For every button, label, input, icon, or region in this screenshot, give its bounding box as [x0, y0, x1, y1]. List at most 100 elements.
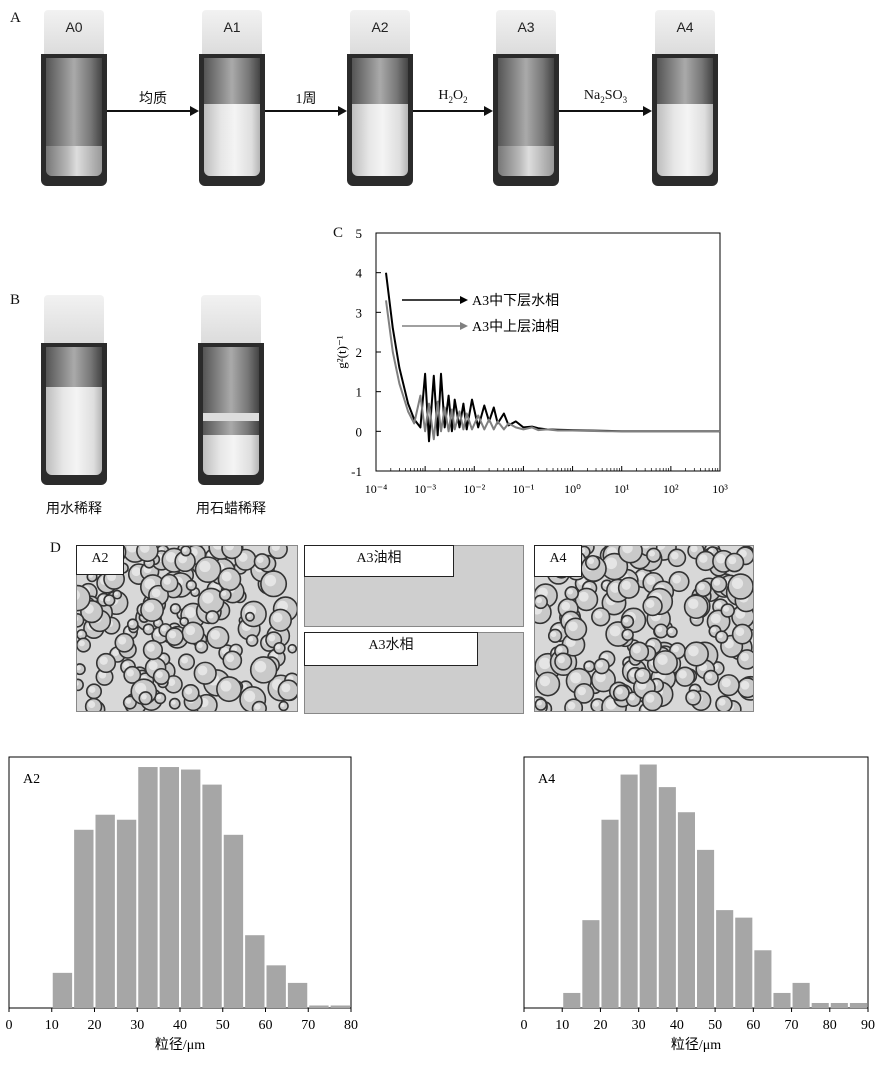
hist-bar — [735, 917, 753, 1008]
vial-body — [347, 54, 413, 186]
droplet-highlight — [710, 613, 721, 624]
x-tick-label: 90 — [861, 1018, 875, 1033]
vial-cap: A1 — [202, 10, 262, 56]
hist-bar — [309, 1005, 329, 1008]
step-arrow — [413, 110, 484, 112]
hist-bar — [245, 935, 265, 1008]
vial-emulsion — [204, 104, 260, 176]
droplet-highlight — [740, 652, 749, 662]
droplet-highlight — [289, 645, 294, 650]
panel-c-letter: C — [333, 225, 344, 241]
droplet-highlight — [697, 583, 705, 591]
x-tick-label: 80 — [823, 1018, 837, 1033]
hist-bar — [330, 1005, 350, 1008]
droplet-highlight — [184, 687, 193, 695]
droplet-highlight — [243, 690, 256, 703]
droplet-highlight — [585, 662, 591, 668]
droplet-highlight — [105, 596, 111, 602]
vial-cap: A4 — [655, 10, 715, 56]
vial-body — [41, 343, 107, 485]
y-tick-label: 4 — [356, 266, 363, 281]
hist-bar — [266, 965, 286, 1008]
droplet-highlight — [77, 665, 81, 671]
droplet-highlight — [99, 656, 108, 665]
x-tick-label: 10 — [555, 1018, 569, 1033]
hist-frame — [523, 756, 869, 1009]
hist-bar — [52, 972, 73, 1008]
droplet-highlight — [550, 631, 557, 638]
droplet-highlight — [595, 671, 606, 683]
droplet-highlight — [167, 678, 176, 687]
droplet-highlight — [280, 702, 285, 707]
droplet-highlight — [275, 644, 281, 650]
hist-bar — [639, 764, 657, 1008]
droplet-highlight — [256, 556, 264, 564]
x-tick-label: 20 — [593, 1018, 607, 1033]
hist-bar — [563, 992, 581, 1008]
legend-arrow-head — [460, 296, 468, 304]
droplet-highlight — [593, 700, 600, 707]
panel-d-letter: D — [50, 540, 61, 556]
droplet-highlight — [615, 687, 623, 695]
vial-body — [493, 54, 559, 186]
droplet-highlight — [657, 654, 668, 665]
droplet-highlight — [632, 645, 641, 654]
hist-bar — [716, 910, 734, 1008]
droplet-highlight — [78, 640, 85, 647]
droplet-highlight — [561, 601, 571, 611]
droplet-highlight — [148, 661, 158, 671]
droplet-highlight — [207, 612, 214, 619]
y-tick-label: 0 — [356, 424, 363, 439]
droplet-highlight — [184, 607, 196, 618]
droplet-highlight — [699, 554, 708, 563]
droplet-highlight — [713, 578, 721, 586]
vial-cap: A2 — [350, 10, 410, 56]
droplet-highlight — [735, 627, 745, 637]
droplet-highlight — [231, 646, 238, 652]
droplet-highlight — [688, 645, 699, 657]
step-arrow — [107, 110, 190, 112]
droplet-highlight — [723, 606, 730, 612]
plot-frame — [375, 232, 721, 472]
droplet-highlight — [178, 554, 188, 564]
x-tick-label: 20 — [88, 1018, 102, 1033]
hist-bar — [658, 787, 676, 1008]
droplet-highlight — [567, 588, 573, 595]
droplet-highlight — [557, 655, 565, 664]
droplet-highlight — [221, 571, 232, 582]
droplet-highlight — [146, 643, 155, 652]
hist-bar — [74, 829, 94, 1008]
droplet-highlight — [646, 575, 656, 585]
droplet-highlight — [609, 625, 621, 637]
vial-emulsion — [46, 387, 102, 475]
hist-bar — [181, 769, 201, 1008]
hist-bar — [159, 767, 179, 1008]
vial-a1: A1 — [199, 10, 265, 186]
droplet-highlight — [264, 574, 277, 587]
droplet-highlight — [605, 557, 618, 570]
vial-a0: A0 — [41, 10, 107, 186]
vial-cap: A0 — [44, 10, 104, 56]
droplet-highlight — [126, 546, 138, 553]
droplet-highlight — [637, 571, 646, 581]
droplet-highlight — [594, 610, 603, 619]
droplet-highlight — [98, 671, 107, 679]
droplet-highlight — [645, 694, 655, 703]
droplet-highlight — [117, 636, 127, 645]
y-tick-label: 5 — [356, 226, 363, 241]
droplet-highlight — [567, 701, 576, 710]
x-tick-label: 50 — [216, 1018, 230, 1033]
droplet-highlight — [678, 670, 687, 679]
droplet-highlight — [77, 590, 80, 600]
droplet-highlight — [622, 546, 633, 554]
droplet-highlight — [710, 627, 717, 633]
droplet-highlight — [721, 677, 731, 688]
droplet-highlight — [621, 580, 631, 590]
droplet-highlight — [88, 700, 96, 709]
x-tick-label: 30 — [632, 1018, 646, 1033]
hist-bar — [138, 767, 158, 1008]
droplet-highlight — [623, 617, 629, 623]
droplet-highlight — [185, 625, 196, 636]
droplet — [77, 678, 84, 692]
step-label-2: 1周 — [295, 92, 317, 107]
